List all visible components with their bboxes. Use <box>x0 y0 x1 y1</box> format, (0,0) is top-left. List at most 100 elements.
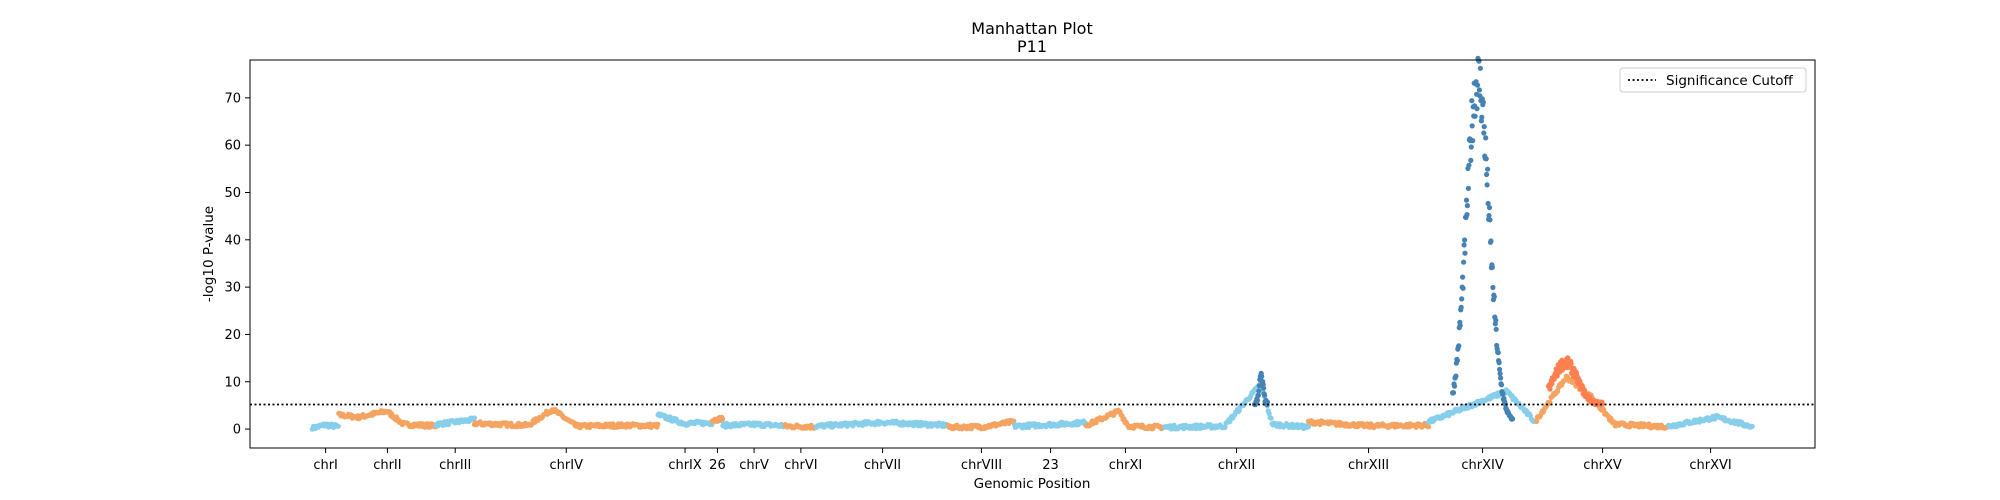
data-point <box>1749 423 1755 429</box>
legend: Significance Cutoff <box>1619 67 1807 93</box>
chromosome-points-chrXIII <box>1305 418 1432 431</box>
data-point <box>1474 82 1481 88</box>
data-point <box>1266 411 1272 417</box>
chromosome-points-chrIII <box>433 415 477 429</box>
significant-points-chrXII-peak <box>1251 370 1271 408</box>
x-tick-label-chrVIII: chrVIII <box>961 458 1002 473</box>
data-point <box>1483 135 1489 141</box>
x-tick-label-chrXV: chrXV <box>1583 458 1622 473</box>
data-point <box>1498 382 1505 388</box>
data-point <box>1495 350 1501 356</box>
chromosome-points-26 <box>709 414 726 424</box>
data-point <box>1490 284 1496 291</box>
data-point <box>1255 392 1261 398</box>
data-point <box>1264 399 1271 405</box>
data-point <box>335 423 341 429</box>
data-point <box>1476 87 1482 93</box>
plot-frame <box>249 59 1816 449</box>
data-point <box>1460 274 1466 280</box>
data-point <box>1456 343 1462 349</box>
chromosome-points-chrIX <box>655 411 715 428</box>
data-point <box>1472 113 1478 119</box>
data-point <box>1236 407 1242 413</box>
data-point <box>1487 217 1493 223</box>
data-point <box>1454 357 1460 364</box>
data-point <box>1469 123 1475 129</box>
x-tick-label-chrI: chrI <box>313 458 338 473</box>
x-axis-title: Genomic Position <box>974 476 1091 492</box>
data-point <box>1470 138 1476 144</box>
data-point <box>1555 388 1561 394</box>
data-point <box>1493 326 1499 332</box>
x-tick-label-chrXI: chrXI <box>1109 458 1142 473</box>
y-tick-label: 20 <box>224 328 241 343</box>
chart-subtitle: P11 <box>1017 37 1047 56</box>
x-tick-label-chrIII: chrIII <box>439 458 471 473</box>
data-point <box>1476 58 1482 64</box>
data-point <box>1468 157 1474 163</box>
data-point <box>655 421 661 427</box>
data-point <box>1484 182 1490 188</box>
data-point <box>1261 385 1267 391</box>
chromosome-points-chrVI <box>782 422 819 431</box>
data-point <box>1486 213 1492 219</box>
y-axis-title: -log10 P-value <box>201 206 217 302</box>
x-tick-label-chrXIII: chrXIII <box>1348 458 1389 473</box>
data-point <box>1477 65 1483 71</box>
chromosome-points-chrVII <box>813 418 951 430</box>
data-point <box>1485 166 1491 172</box>
data-point <box>1256 383 1262 389</box>
chromosome-points-23 <box>1011 418 1090 431</box>
chromosome-points-chrV <box>720 420 788 430</box>
data-point <box>1458 304 1464 310</box>
data-point <box>1459 296 1465 302</box>
x-tick-label-chrXVI: chrXVI <box>1689 458 1731 473</box>
chromosome-points-chrXIV <box>1426 387 1539 425</box>
data-point <box>1483 156 1489 162</box>
data-point <box>1460 285 1466 291</box>
data-point <box>1465 185 1471 191</box>
data-point <box>1568 360 1574 367</box>
data-point <box>1497 371 1503 377</box>
data-point <box>1468 144 1474 150</box>
data-point <box>1500 391 1506 397</box>
data-point <box>1268 415 1274 421</box>
data-point <box>1469 98 1475 104</box>
data-points <box>309 55 1755 432</box>
y-tick-label: 60 <box>224 139 241 154</box>
data-point <box>1480 99 1486 105</box>
data-point <box>1502 401 1508 407</box>
x-tick-label-chrII: chrII <box>373 458 401 473</box>
x-tick-label-chrVII: chrVII <box>864 458 901 473</box>
data-point <box>1464 212 1470 218</box>
data-point <box>1426 424 1432 430</box>
data-point <box>471 415 477 421</box>
data-point <box>1259 373 1265 379</box>
x-tick-label-23: 23 <box>1042 458 1059 473</box>
chromosome-points-chrXII <box>1161 380 1312 432</box>
data-point <box>1489 264 1495 270</box>
y-tick-label: 40 <box>224 233 241 248</box>
data-point <box>1479 114 1485 120</box>
data-point <box>1510 416 1516 422</box>
data-point <box>720 416 726 422</box>
data-point <box>1554 373 1560 379</box>
chromosome-points-chrXVI <box>1666 412 1755 430</box>
data-point <box>1481 130 1487 136</box>
x-tick-label-chrIX: chrIX <box>668 458 702 473</box>
data-point <box>1462 250 1468 256</box>
data-point <box>1464 203 1470 209</box>
data-point <box>1461 259 1467 265</box>
x-tick-label-chrVI: chrVI <box>784 458 817 473</box>
y-tick-label: 30 <box>224 281 241 296</box>
x-tick-label-chrXII: chrXII <box>1218 458 1255 473</box>
x-tick-label-26: 26 <box>709 458 726 473</box>
data-point <box>1485 200 1491 207</box>
data-point <box>1262 392 1268 398</box>
data-point <box>1254 397 1260 404</box>
significant-points-chrXIV-peak <box>1450 55 1516 422</box>
data-point <box>1462 237 1468 243</box>
y-tick-label: 0 <box>233 423 241 438</box>
data-point <box>1222 424 1228 430</box>
data-point <box>1256 388 1262 394</box>
